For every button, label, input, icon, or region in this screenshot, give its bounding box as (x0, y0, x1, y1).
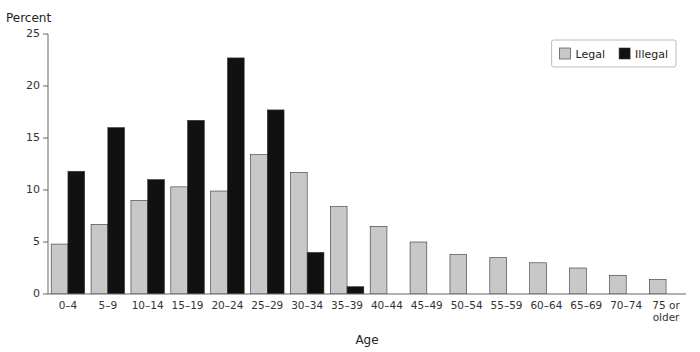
bar (251, 155, 268, 294)
bar (131, 200, 148, 294)
bar (290, 172, 307, 294)
y-tick (43, 294, 48, 295)
bar (227, 58, 244, 294)
legend-swatch (619, 48, 630, 59)
x-tick-label: 40–44 (371, 299, 403, 311)
bar (267, 110, 284, 294)
x-tick-label: 45–49 (411, 299, 443, 311)
bar (649, 279, 666, 294)
bar (410, 242, 427, 294)
y-tick-label: 20 (26, 79, 40, 92)
bar (307, 252, 324, 294)
bar (171, 187, 188, 294)
x-tick-label: 25–29 (251, 299, 283, 311)
legend-label: Illegal (635, 48, 668, 61)
y-tick (43, 138, 48, 139)
bars (51, 58, 666, 294)
x-axis: 0–4 5–9 10–14 15–19 20–24 25–29 30–34 35–39 40–4… (59, 299, 681, 323)
bar (490, 258, 507, 294)
y-tick-label: 0 (33, 287, 40, 300)
bar (68, 171, 85, 294)
x-tick-label: 0–4 (59, 299, 78, 311)
bar (450, 254, 467, 294)
x-tick-label: 60–64 (530, 299, 562, 311)
bar (347, 287, 364, 294)
x-tick-label: 15–19 (172, 299, 204, 311)
x-tick-label: 50–54 (451, 299, 483, 311)
legend-label: Legal (576, 48, 605, 61)
y-axis: 0 5 10 15 20 25 (26, 27, 48, 300)
bar (108, 128, 125, 294)
bar (330, 207, 347, 294)
y-tick-label: 15 (26, 131, 40, 144)
x-tick-label: 20–24 (211, 299, 243, 311)
y-tick (43, 86, 48, 87)
y-tick-label: 10 (26, 183, 40, 196)
legend: Legal Illegal (552, 40, 676, 67)
x-tick-label: 35–39 (331, 299, 363, 311)
x-tick-label: 65–69 (570, 299, 602, 311)
y-tick-label: 25 (26, 27, 40, 40)
x-tick-label: 70–74 (610, 299, 642, 311)
x-tick-label: 55–59 (491, 299, 523, 311)
bar (211, 191, 228, 294)
x-axis-line (48, 294, 686, 295)
legend-swatch (560, 48, 571, 59)
bar (51, 244, 68, 294)
x-tick-label: 75 orolder (652, 299, 680, 323)
y-axis-label: Percent (6, 11, 51, 25)
bar (530, 263, 547, 294)
y-tick (43, 190, 48, 191)
y-tick (43, 242, 48, 243)
chart: 0 5 10 15 20 25 0–4 5–9 10–14 15–19 20–24 25–29 30–3… (0, 0, 700, 352)
bar (609, 275, 626, 294)
y-tick (43, 34, 48, 35)
bar (570, 268, 587, 294)
x-tick-label: 30–34 (291, 299, 323, 311)
bar (148, 180, 165, 294)
y-tick-label: 5 (33, 235, 40, 248)
bar (91, 224, 108, 294)
x-tick-label: 10–14 (132, 299, 164, 311)
bar (188, 120, 205, 294)
x-axis-label: Age (355, 333, 378, 347)
bar (370, 226, 387, 294)
x-tick-label: 5–9 (99, 299, 118, 311)
y-axis-line (48, 34, 49, 294)
legend-frame (552, 40, 676, 67)
